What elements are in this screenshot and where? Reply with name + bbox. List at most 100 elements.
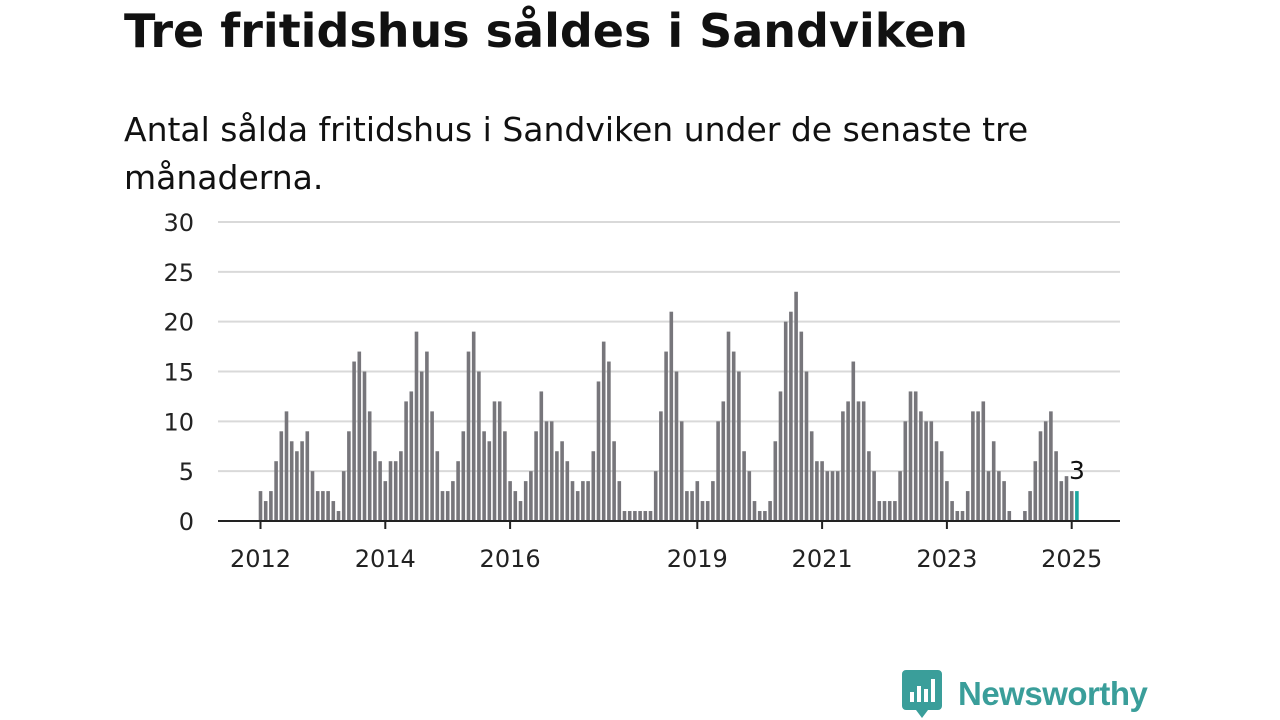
bar [622,511,627,521]
bar [669,311,674,521]
bar [653,471,658,521]
chart-subtitle: Antal sålda fritidshus i Sandviken under… [124,110,1029,197]
x-tick-label: 2016 [480,545,541,573]
bar [679,421,684,521]
bar [1069,491,1074,521]
bar [523,481,528,521]
bar [414,331,419,521]
x-tick-label: 2014 [355,545,416,573]
bar [809,431,814,521]
bar [461,431,466,521]
bar [1038,431,1043,521]
bar [482,431,486,521]
bar [867,451,871,521]
value-annotation: 3 [1069,456,1085,485]
bar [997,471,1001,521]
bar [908,391,913,521]
bar [300,441,304,521]
bar [518,501,523,521]
bar [612,441,616,521]
bar [466,351,471,521]
bar [331,501,336,521]
bar [700,501,705,521]
bar [965,491,970,521]
bar [1023,511,1027,521]
bar [955,511,960,521]
bar [934,441,939,521]
bar [393,461,398,521]
bars [258,291,1079,521]
bar [924,421,928,521]
bar [1033,461,1038,521]
bar [711,481,715,521]
bar [856,401,861,521]
bar [284,411,289,521]
bar [887,501,892,521]
bar [289,441,294,521]
bar [383,481,388,521]
bar [456,461,460,521]
bar [643,511,648,521]
bar [581,481,585,521]
bar [274,461,278,521]
bar [513,491,518,521]
y-tick-label: 15 [163,359,194,387]
bar [648,511,653,521]
bar [326,491,330,521]
bar [352,361,356,521]
bar-highlight [1075,491,1079,521]
bar [419,371,424,521]
bar [799,331,804,521]
bar [991,441,996,521]
bar [315,491,320,521]
y-tick-label: 25 [163,259,194,287]
bar [591,451,596,521]
bar [960,511,965,521]
bar [409,391,414,521]
bar [607,361,611,521]
bar [549,421,554,521]
bar [820,461,824,521]
bar [399,451,403,521]
bar [705,501,710,521]
bar [664,351,668,521]
bar [825,471,830,521]
bar [846,401,850,521]
bar [731,351,736,521]
bar [565,461,570,521]
chart-bubble-icon [902,670,942,718]
bar [872,471,876,521]
bar [752,501,757,521]
bar [404,401,408,521]
bar [789,311,793,521]
bar [1028,491,1032,521]
bar [950,501,954,521]
bar [341,471,346,521]
bar [451,481,455,521]
bar [310,471,315,521]
bar [373,451,377,521]
bar [445,491,450,521]
bar [830,471,835,521]
bar [726,331,731,521]
bar [773,441,778,521]
bar [596,381,601,521]
bar [305,431,310,521]
bar [737,371,741,521]
bar [269,491,273,521]
newsworthy-logo: Newsworthy [902,670,1148,718]
bar [939,451,944,521]
bar [971,411,975,521]
bar [508,481,512,521]
bar [919,411,923,521]
bar [1043,421,1048,521]
bar [534,431,538,521]
bar [378,461,382,521]
bar [362,371,367,521]
bar [471,331,476,521]
bar [477,371,481,521]
bar [295,451,299,521]
bar [388,461,393,521]
bar [367,411,372,521]
